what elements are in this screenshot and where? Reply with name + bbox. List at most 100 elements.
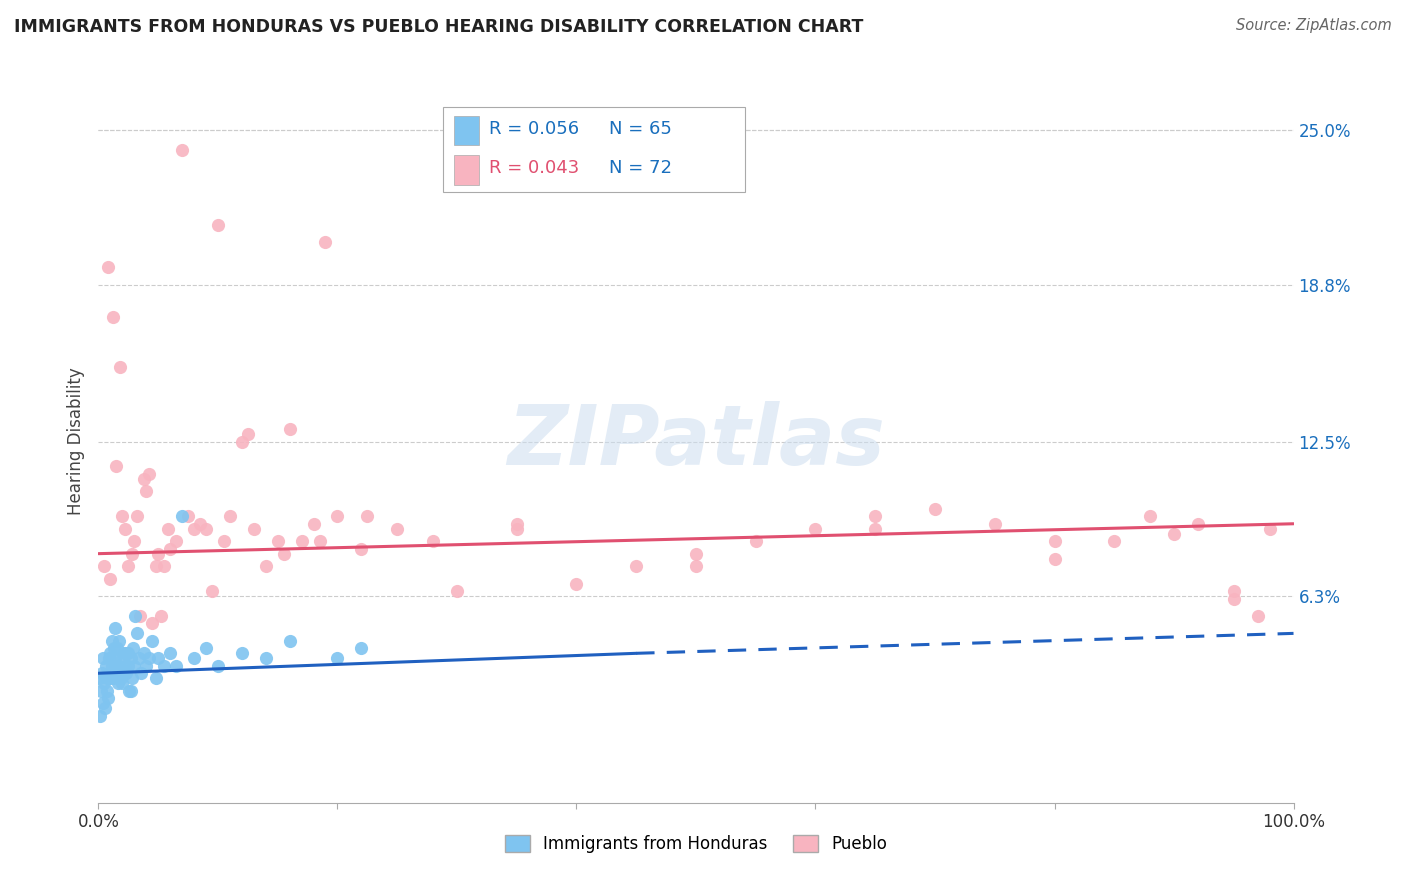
Point [195, 641, 218, 656]
Point [1163, 526, 1185, 541]
Point [124, 534, 146, 549]
Point [172, 509, 194, 524]
Point [132, 646, 155, 660]
Point [308, 534, 330, 549]
Point [129, 609, 152, 624]
Point [107, 633, 129, 648]
Point [101, 633, 124, 648]
Point [231, 434, 253, 449]
Point [177, 509, 200, 524]
Point [865, 522, 887, 536]
Point [1247, 609, 1270, 624]
Point [125, 626, 148, 640]
Point [350, 541, 373, 556]
Point [105, 641, 128, 656]
Point [159, 646, 181, 660]
Point [356, 509, 378, 524]
Point [101, 671, 124, 685]
Point [236, 427, 259, 442]
Point [506, 516, 529, 531]
Point [183, 651, 205, 665]
Point [1104, 534, 1126, 549]
Point [326, 509, 349, 524]
Point [114, 522, 136, 536]
Point [120, 683, 142, 698]
Point [153, 658, 176, 673]
Point [273, 547, 295, 561]
Point [111, 509, 134, 524]
Point [135, 658, 157, 673]
Point [207, 218, 229, 232]
Point [278, 422, 301, 436]
Point [89, 708, 111, 723]
Point [865, 509, 887, 524]
Point [145, 671, 167, 685]
Point [685, 559, 707, 574]
Point [115, 666, 138, 681]
Point [172, 143, 194, 157]
Point [195, 522, 218, 536]
Point [626, 559, 648, 574]
Point [156, 522, 179, 536]
Point [98, 651, 121, 665]
Point [745, 534, 768, 549]
Point [110, 671, 132, 685]
Text: ZIPatlas: ZIPatlas [508, 401, 884, 482]
Point [96, 671, 118, 685]
Point [188, 516, 211, 531]
Point [924, 501, 946, 516]
Point [302, 516, 325, 531]
Point [97, 691, 120, 706]
Point [103, 641, 125, 656]
Point [90, 683, 112, 698]
Point [201, 584, 224, 599]
Point [1258, 522, 1281, 536]
Point [422, 534, 444, 549]
Point [1223, 591, 1246, 606]
Point [89, 671, 111, 685]
Point [100, 658, 122, 673]
Point [94, 701, 117, 715]
Text: R = 0.043: R = 0.043 [489, 160, 579, 178]
Point [112, 646, 135, 660]
Point [984, 516, 1007, 531]
Point [254, 559, 277, 574]
Point [125, 509, 148, 524]
Point [141, 616, 163, 631]
Point [148, 651, 170, 665]
Text: Source: ZipAtlas.com: Source: ZipAtlas.com [1236, 18, 1392, 33]
Point [111, 676, 134, 690]
Point [121, 547, 143, 561]
Text: N = 72: N = 72 [609, 160, 672, 178]
Point [804, 522, 827, 536]
Point [165, 534, 187, 549]
Point [98, 646, 122, 660]
Point [91, 666, 114, 681]
Point [91, 651, 114, 665]
Point [117, 658, 139, 673]
Point [159, 541, 181, 556]
Point [105, 658, 128, 673]
Point [141, 633, 163, 648]
Point [97, 260, 120, 274]
Text: IMMIGRANTS FROM HONDURAS VS PUEBLO HEARING DISABILITY CORRELATION CHART: IMMIGRANTS FROM HONDURAS VS PUEBLO HEARI… [14, 18, 863, 36]
Point [101, 310, 124, 324]
Point [1223, 584, 1246, 599]
Point [212, 534, 235, 549]
Point [118, 683, 141, 698]
Point [685, 547, 707, 561]
Point [165, 658, 187, 673]
Point [315, 235, 337, 250]
Point [121, 671, 143, 685]
Y-axis label: Hearing Disability: Hearing Disability [66, 368, 84, 516]
Point [122, 641, 145, 656]
Point [1187, 516, 1209, 531]
Point [111, 651, 134, 665]
Point [98, 572, 122, 586]
Point [254, 651, 277, 665]
Point [149, 609, 172, 624]
Point [291, 534, 314, 549]
Point [132, 472, 155, 486]
Point [112, 666, 135, 681]
Point [148, 547, 170, 561]
